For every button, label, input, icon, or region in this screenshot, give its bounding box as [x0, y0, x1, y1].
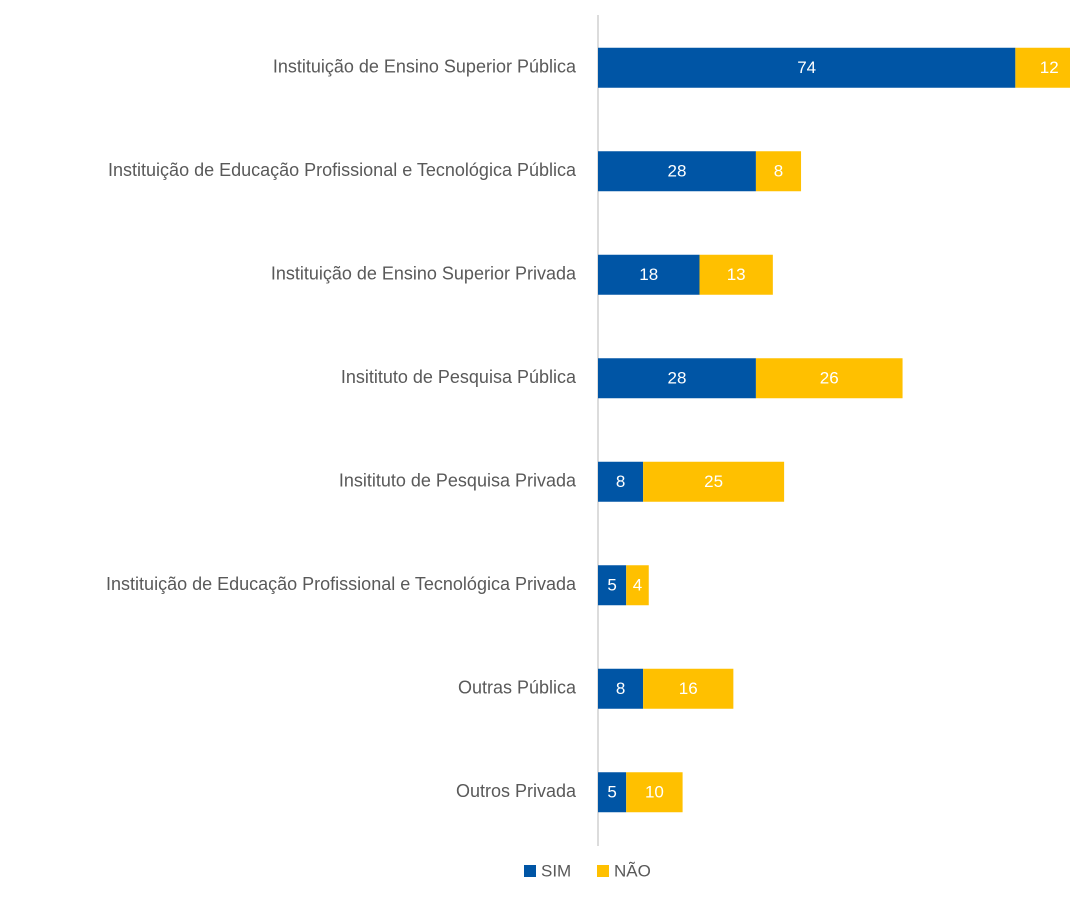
category-label: Insitituto de Pesquisa Privada	[339, 471, 577, 491]
data-label: 10	[645, 783, 664, 802]
data-label: 5	[607, 576, 616, 595]
bar-segment	[598, 772, 627, 813]
bar-segment	[643, 461, 785, 502]
bar-segment	[598, 47, 1016, 88]
category-label: Instituição de Educação Profissional e T…	[108, 160, 577, 180]
category-label: Outras Pública	[458, 678, 577, 698]
data-label: 8	[616, 679, 625, 698]
data-label: 16	[679, 679, 698, 698]
bar-segment	[598, 358, 756, 399]
data-label: 18	[639, 265, 658, 284]
category-label: Insitituto de Pesquisa Pública	[341, 367, 577, 387]
data-label: 13	[727, 265, 746, 284]
data-label: 12	[1040, 58, 1059, 77]
bar-segment	[598, 254, 700, 295]
data-label: 4	[633, 576, 642, 595]
category-label: Instituição de Ensino Superior Privada	[271, 264, 577, 284]
data-label: 74	[797, 58, 816, 77]
category-label: Outros Privada	[456, 781, 577, 801]
bar-segment	[699, 254, 773, 295]
data-label: 28	[667, 369, 686, 388]
bar-segment	[598, 565, 627, 606]
data-label: 25	[704, 472, 723, 491]
legend-swatch	[597, 865, 609, 877]
data-label: 28	[667, 162, 686, 181]
legend-label: NÃO	[614, 861, 651, 880]
category-label: Instituição de Ensino Superior Pública	[273, 57, 577, 77]
category-label: Instituição de Educação Profissional e T…	[106, 574, 577, 594]
bar-segment	[598, 461, 644, 502]
bar-segment	[643, 668, 734, 709]
bar-segment	[598, 151, 756, 192]
bar-segment	[755, 151, 802, 192]
legend-label: SIM	[541, 861, 571, 880]
bar-segment	[755, 358, 903, 399]
data-label: 5	[607, 783, 616, 802]
data-label: 8	[774, 162, 783, 181]
bar-segment	[598, 668, 644, 709]
legend-swatch	[524, 865, 536, 877]
data-label: 8	[616, 472, 625, 491]
bar-segment	[1015, 47, 1070, 88]
bar-segment	[626, 772, 683, 813]
data-label: 26	[820, 369, 839, 388]
bar-segment	[626, 565, 649, 606]
